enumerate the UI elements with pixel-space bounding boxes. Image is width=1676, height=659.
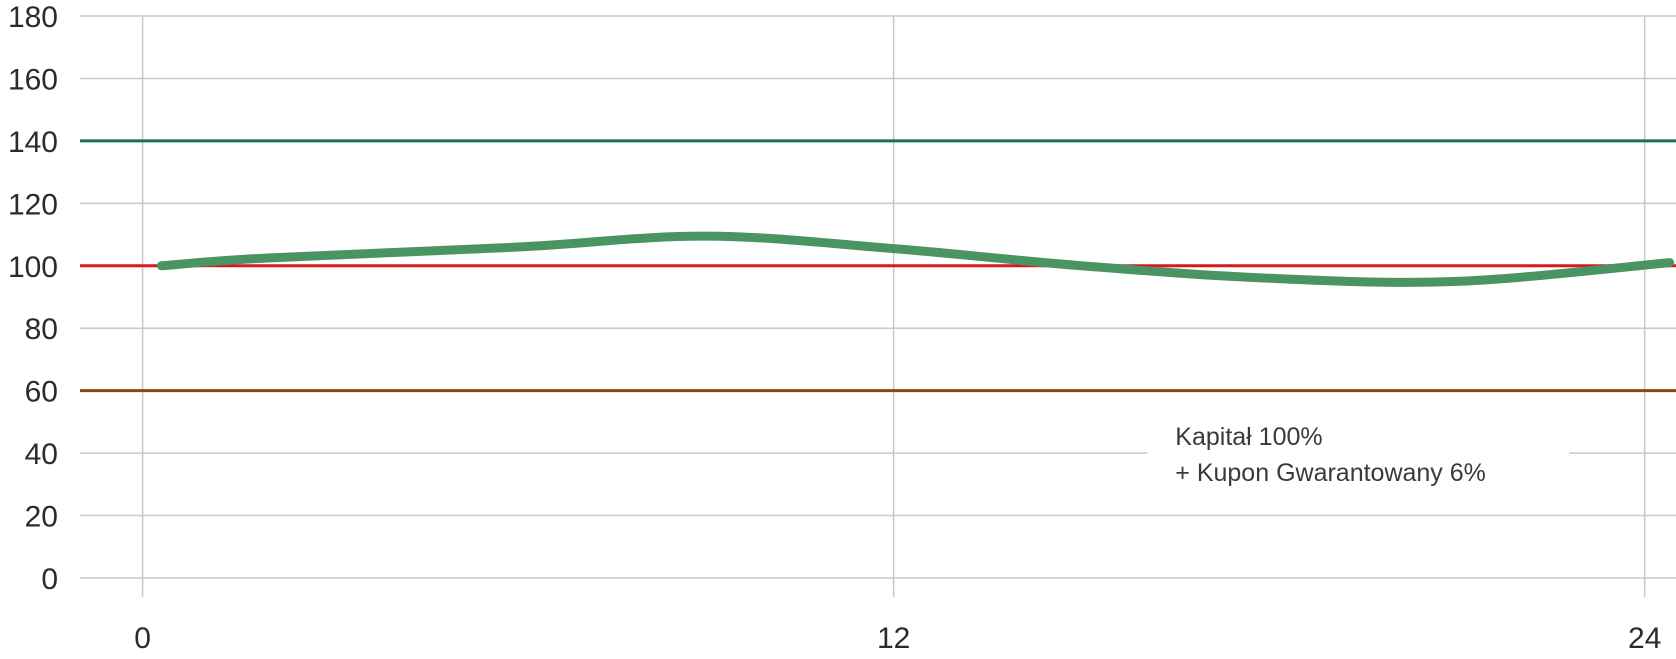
y-tick-label-100: 100 <box>8 251 58 284</box>
x-tick-label-24: 24 <box>1628 622 1661 655</box>
y-tick-label-40: 40 <box>25 438 58 471</box>
annotation: Kapitał 100% + Kupon Gwarantowany 6% <box>1147 417 1570 498</box>
x-axis-tick-labels: 0 12 24 <box>134 622 1661 655</box>
x-tick-label-0: 0 <box>134 622 151 655</box>
annotation-background <box>1147 417 1570 498</box>
vertical-gridlines <box>141 16 1646 597</box>
y-tick-label-60: 60 <box>25 376 58 409</box>
series-group <box>156 231 1675 287</box>
y-tick-label-0: 0 <box>41 563 58 596</box>
y-axis-tick-labels: 0 20 40 60 80 100 120 140 160 180 <box>8 1 58 596</box>
x-tick-label-12: 12 <box>877 622 910 655</box>
reference-lines <box>80 139 1676 393</box>
y-tick-label-80: 80 <box>25 313 58 346</box>
annotation-line-1: Kapitał 100% <box>1175 423 1322 451</box>
y-tick-label-20: 20 <box>25 501 58 534</box>
y-tick-label-120: 120 <box>8 188 58 221</box>
y-tick-label-160: 160 <box>8 63 58 96</box>
y-tick-label-140: 140 <box>8 126 58 159</box>
series-line-0 <box>156 231 1675 287</box>
y-tick-label-180: 180 <box>8 1 58 34</box>
annotation-line-2: + Kupon Gwarantowany 6% <box>1175 459 1486 487</box>
